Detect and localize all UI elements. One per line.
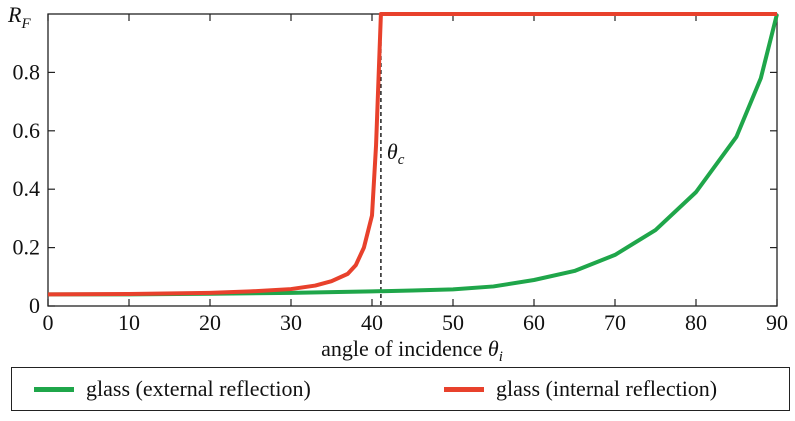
y-tick-label: 0.8 <box>13 59 41 84</box>
x-tick-label: 30 <box>280 310 302 335</box>
x-tick-label: 70 <box>604 310 626 335</box>
legend-label-internal: glass (internal reflection) <box>496 376 718 401</box>
axes <box>47 13 778 307</box>
y-axis-label: RF <box>7 2 31 32</box>
x-tick-label: 90 <box>766 310 788 335</box>
series-line-0 <box>48 13 779 297</box>
legend-item-external: glass (external reflection) <box>34 368 311 410</box>
x-tick-label: 50 <box>442 310 464 335</box>
reflectance-chart: 0 10 20 30 40 50 60 70 80 90 0 0.2 0.4 0.6 0.8 RF angle … <box>7 2 788 365</box>
series-line-1 <box>47 12 777 297</box>
annotation-symbol: θ <box>387 139 398 164</box>
x-axis-label: angle of incidence θi <box>321 336 503 365</box>
x-tick-label: 20 <box>199 310 221 335</box>
y-tick-label: 0.4 <box>13 176 41 201</box>
chart-labels: 0 10 20 30 40 50 60 70 80 90 0 0.2 0.4 0.6 0.8 RF angle … <box>7 2 788 365</box>
annotation-sub: c <box>398 152 405 168</box>
x-tick-label: 80 <box>685 310 707 335</box>
x-tick-label: 60 <box>523 310 545 335</box>
y-tick-label: 0 <box>29 293 40 318</box>
legend-label-external: glass (external reflection) <box>86 376 311 401</box>
legend-swatch-internal <box>444 386 484 392</box>
y-axis-label-sub: F <box>20 16 31 32</box>
critical-angle-annotation: θc <box>387 139 405 168</box>
x-tick-label: 40 <box>361 310 383 335</box>
legend: glass (external reflection) glass (inter… <box>11 367 790 411</box>
x-tick-label: 0 <box>43 310 54 335</box>
legend-item-internal: glass (internal reflection) <box>444 368 717 410</box>
y-tick-label: 0.2 <box>13 235 41 260</box>
x-axis-label-symbol: θ <box>488 336 499 361</box>
x-tick-label: 10 <box>118 310 140 335</box>
chart-marks <box>47 12 779 306</box>
legend-swatch-external <box>34 386 74 392</box>
y-tick-label: 0.6 <box>13 118 41 143</box>
plot-frame <box>47 13 778 307</box>
x-axis-label-sub: i <box>499 349 503 365</box>
x-axis-label-text: angle of incidence <box>321 336 488 361</box>
